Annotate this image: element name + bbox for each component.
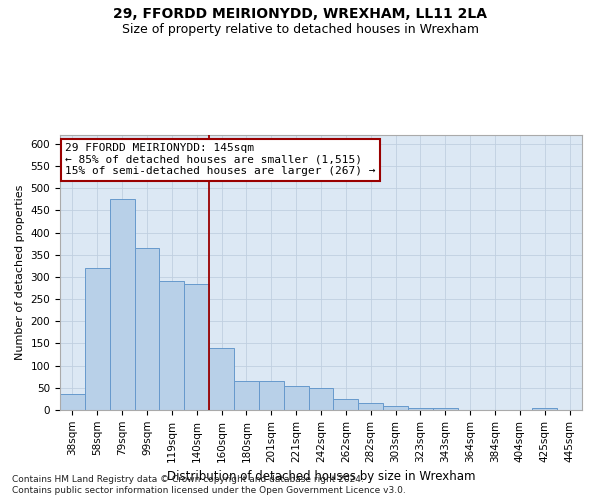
- X-axis label: Distribution of detached houses by size in Wrexham: Distribution of detached houses by size …: [167, 470, 475, 483]
- Bar: [160, 282, 184, 410]
- Bar: [110, 200, 134, 410]
- Y-axis label: Number of detached properties: Number of detached properties: [15, 185, 25, 360]
- Text: Contains HM Land Registry data © Crown copyright and database right 2024.: Contains HM Land Registry data © Crown c…: [12, 475, 364, 484]
- Bar: [532, 408, 557, 410]
- Bar: [358, 404, 383, 410]
- Bar: [134, 248, 160, 410]
- Bar: [234, 381, 259, 410]
- Text: 29, FFORDD MEIRIONYDD, WREXHAM, LL11 2LA: 29, FFORDD MEIRIONYDD, WREXHAM, LL11 2LA: [113, 8, 487, 22]
- Bar: [408, 408, 433, 410]
- Bar: [85, 268, 110, 410]
- Text: 29 FFORDD MEIRIONYDD: 145sqm
← 85% of detached houses are smaller (1,515)
15% of: 29 FFORDD MEIRIONYDD: 145sqm ← 85% of de…: [65, 143, 376, 176]
- Bar: [334, 399, 358, 410]
- Bar: [284, 386, 308, 410]
- Bar: [383, 406, 408, 410]
- Bar: [259, 381, 284, 410]
- Text: Contains public sector information licensed under the Open Government Licence v3: Contains public sector information licen…: [12, 486, 406, 495]
- Bar: [184, 284, 209, 410]
- Text: Size of property relative to detached houses in Wrexham: Size of property relative to detached ho…: [121, 22, 479, 36]
- Bar: [433, 408, 458, 410]
- Bar: [308, 388, 334, 410]
- Bar: [209, 348, 234, 410]
- Bar: [60, 394, 85, 410]
